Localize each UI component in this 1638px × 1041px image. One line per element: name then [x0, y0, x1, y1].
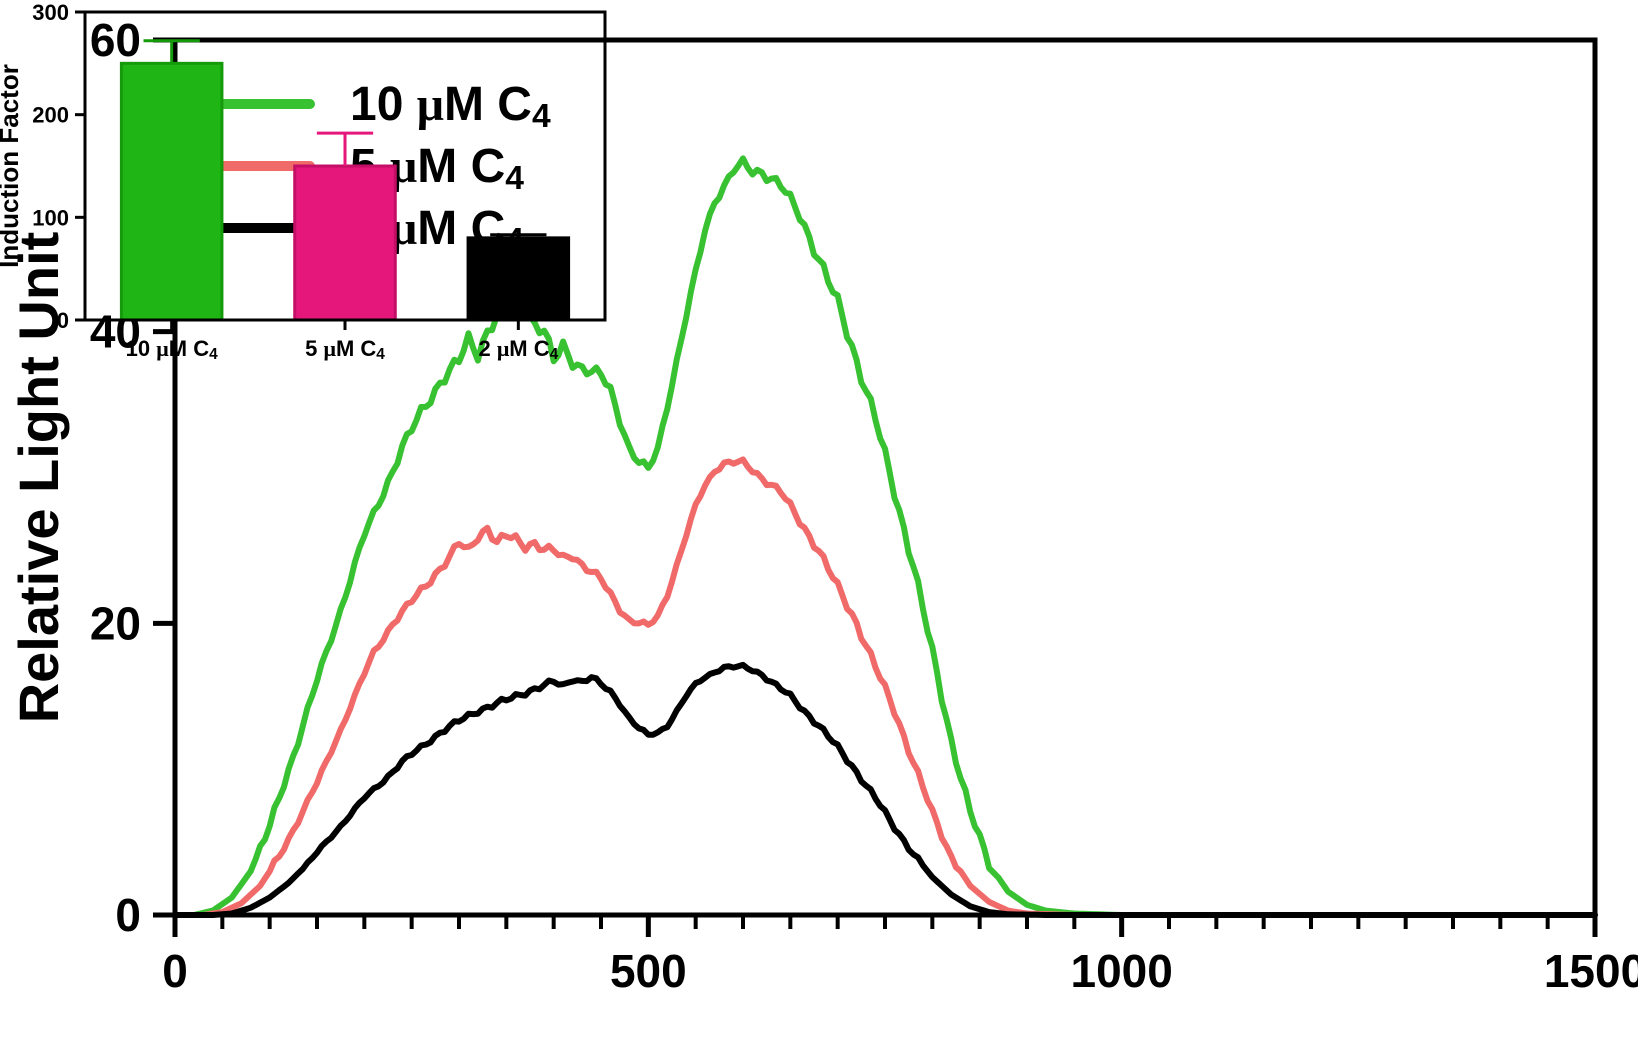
x-tick-label: 0 — [162, 945, 188, 997]
chart-svg: 0500100015000204060Relative Light Unit10… — [0, 0, 1638, 1041]
inset-bar — [468, 238, 569, 320]
legend-label: 10 μM C4 — [350, 78, 551, 135]
inset-y-tick: 200 — [32, 103, 69, 128]
x-tick-label: 500 — [610, 945, 687, 997]
inset-x-label: 10 μM C4 — [126, 336, 218, 363]
x-tick-label: 1500 — [1544, 945, 1638, 997]
inset-bar — [295, 166, 396, 320]
inset-y-tick: 300 — [32, 0, 69, 25]
chart-container: 0500100015000204060Relative Light Unit10… — [0, 0, 1638, 1041]
y-axis-label: Relative Light Unit — [7, 232, 70, 724]
y-tick-label: 0 — [115, 889, 141, 941]
inset-x-label: 2 μM C4 — [478, 336, 558, 363]
y-tick-label: 60 — [90, 14, 141, 66]
y-tick-label: 20 — [90, 597, 141, 649]
inset-bar — [121, 63, 222, 320]
x-tick-label: 1000 — [1070, 945, 1172, 997]
inset-x-label: 5 μM C4 — [305, 336, 385, 363]
inset-y-label: Induction Factor — [0, 64, 24, 268]
inset-y-tick: 100 — [32, 205, 69, 230]
inset-y-tick: 0 — [57, 308, 69, 333]
